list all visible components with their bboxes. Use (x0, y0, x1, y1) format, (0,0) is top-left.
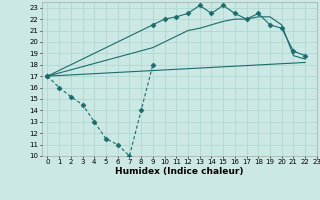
X-axis label: Humidex (Indice chaleur): Humidex (Indice chaleur) (115, 167, 244, 176)
